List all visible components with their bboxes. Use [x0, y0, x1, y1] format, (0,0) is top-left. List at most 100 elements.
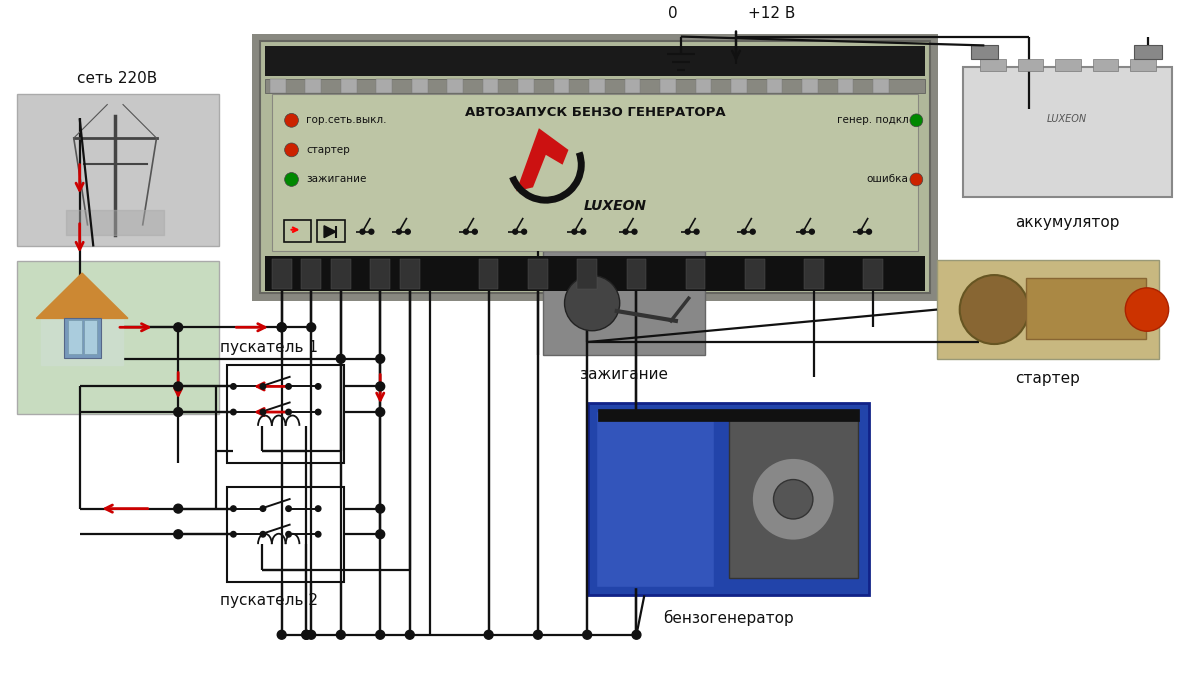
Circle shape [284, 113, 299, 127]
Circle shape [910, 114, 923, 127]
Text: АВТОЗАПУСК БЕНЗО ГЕНЕРАТОРА: АВТОЗАПУСК БЕНЗО ГЕНЕРАТОРА [464, 106, 725, 119]
Circle shape [685, 230, 690, 234]
Bar [448, 79, 463, 92]
Text: бензогенератор: бензогенератор [664, 610, 794, 626]
Polygon shape [36, 273, 128, 319]
Bar [341, 79, 356, 92]
Circle shape [406, 630, 414, 639]
Bar [1093, 59, 1118, 71]
Bar [228, 487, 343, 582]
Circle shape [376, 382, 385, 391]
Text: пускатель 2: пускатель 2 [220, 593, 318, 608]
Bar [838, 79, 853, 92]
Bar [971, 45, 998, 59]
Bar [1018, 59, 1044, 71]
Circle shape [623, 230, 628, 234]
Circle shape [463, 230, 468, 234]
Circle shape [396, 230, 402, 234]
Text: +12 В: +12 В [748, 6, 796, 21]
Circle shape [284, 143, 299, 157]
Bar [696, 79, 712, 92]
Bar [596, 411, 714, 587]
Circle shape [632, 230, 637, 234]
Text: пускатель 1: пускатель 1 [220, 340, 318, 355]
Polygon shape [41, 319, 124, 364]
Circle shape [368, 230, 374, 234]
Text: генер. подкл: генер. подкл [836, 115, 908, 126]
Polygon shape [324, 225, 336, 238]
Circle shape [174, 323, 182, 331]
Text: стартер: стартер [306, 145, 350, 155]
Bar [728, 420, 858, 578]
Bar [802, 79, 817, 92]
Circle shape [1126, 288, 1169, 331]
Circle shape [534, 630, 542, 639]
Circle shape [742, 230, 746, 234]
Bar [272, 94, 918, 251]
Circle shape [286, 531, 292, 537]
Bar [400, 259, 420, 289]
Circle shape [376, 408, 385, 416]
Bar [301, 259, 322, 289]
Circle shape [406, 230, 410, 234]
Bar [1026, 278, 1146, 339]
Circle shape [858, 230, 863, 234]
Circle shape [230, 383, 236, 389]
Bar [84, 321, 97, 354]
Bar [731, 79, 746, 92]
Bar [371, 259, 390, 289]
Bar [482, 79, 498, 92]
Circle shape [810, 230, 815, 234]
Text: ошибка: ошибка [866, 174, 908, 184]
Circle shape [174, 504, 182, 513]
Bar [260, 41, 930, 293]
Bar [685, 259, 706, 289]
Bar [598, 409, 859, 421]
Bar [252, 34, 938, 300]
Bar [625, 79, 641, 92]
Circle shape [230, 506, 236, 512]
Bar [1134, 45, 1162, 59]
Circle shape [583, 630, 592, 639]
Circle shape [774, 479, 812, 519]
Bar [872, 79, 889, 92]
Circle shape [316, 506, 320, 512]
Circle shape [286, 506, 292, 512]
Circle shape [302, 630, 311, 639]
Circle shape [260, 531, 265, 537]
Circle shape [230, 531, 236, 537]
Bar [528, 259, 547, 289]
Text: LUXEON: LUXEON [1048, 114, 1087, 124]
Circle shape [277, 630, 286, 639]
Circle shape [286, 383, 292, 389]
Circle shape [800, 230, 805, 234]
Bar [767, 79, 782, 92]
Circle shape [376, 630, 385, 639]
Bar [265, 47, 925, 76]
Circle shape [174, 382, 182, 391]
Polygon shape [516, 128, 569, 191]
Circle shape [866, 230, 871, 234]
Bar [518, 79, 534, 92]
Bar [228, 364, 343, 463]
Bar [542, 251, 706, 355]
Bar [745, 259, 764, 289]
Bar [377, 79, 392, 92]
Text: гор.сеть.выкл.: гор.сеть.выкл. [306, 115, 386, 126]
Circle shape [230, 409, 236, 415]
Text: зажигание: зажигание [580, 367, 668, 381]
Circle shape [360, 230, 365, 234]
Circle shape [260, 506, 265, 512]
Bar [317, 220, 344, 242]
Circle shape [473, 230, 478, 234]
Text: 0: 0 [668, 6, 678, 21]
Circle shape [910, 173, 923, 186]
Bar [283, 220, 311, 242]
Circle shape [752, 458, 835, 541]
Bar [17, 94, 218, 246]
Circle shape [174, 408, 182, 416]
Circle shape [174, 530, 182, 539]
Circle shape [632, 630, 641, 639]
Bar [804, 259, 823, 289]
Bar [553, 79, 570, 92]
